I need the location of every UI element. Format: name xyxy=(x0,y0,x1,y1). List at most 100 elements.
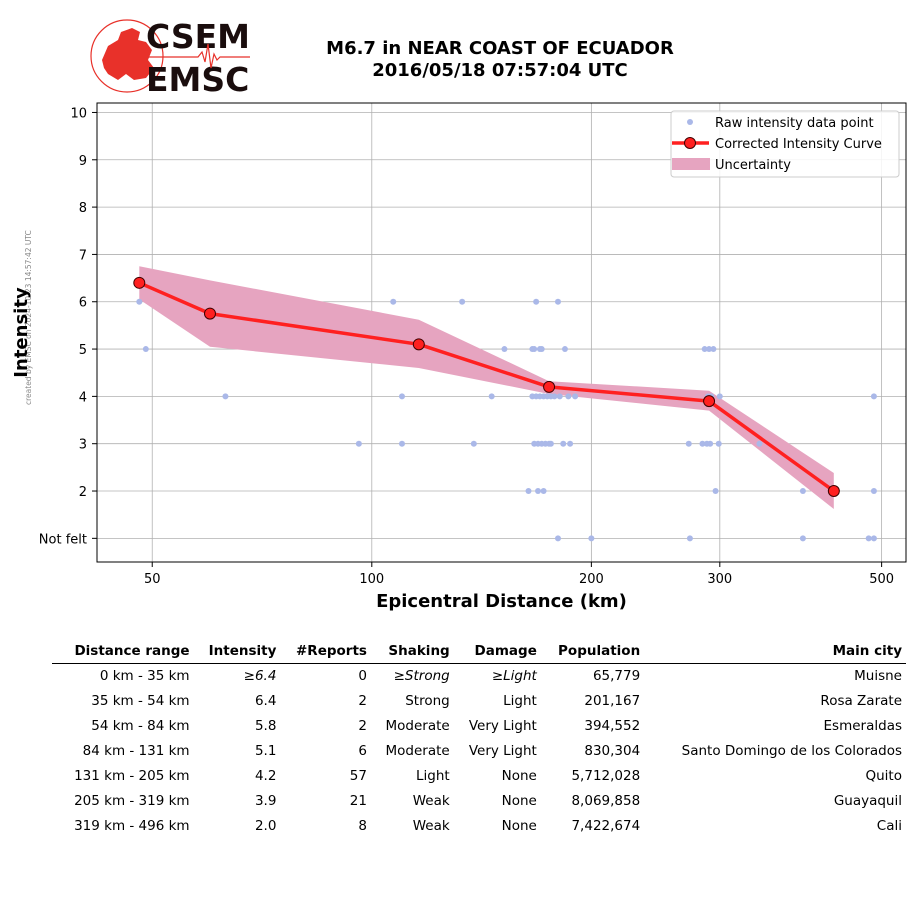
raw-data-point xyxy=(567,440,574,447)
chart-title-line2: 2016/05/18 07:57:04 UTC xyxy=(372,60,628,81)
table-row: 54 km - 84 km 5.8 2 Moderate Very Light 394,5… xyxy=(52,714,906,739)
raw-data-point xyxy=(870,535,877,542)
y-tick-label: 5 xyxy=(79,343,87,358)
table-cell-intensity: 3.9 xyxy=(254,793,277,809)
raw-data-point xyxy=(572,393,579,400)
table-cell-damage: Very Light xyxy=(468,718,537,734)
raw-data-point xyxy=(142,346,149,353)
table-cell-range: 319 km - 496 km xyxy=(74,818,190,834)
raw-data-point xyxy=(501,346,508,353)
table-cell-intensity: 6.4 xyxy=(254,693,277,709)
raw-data-point xyxy=(701,346,708,353)
table-cell-range: 205 km - 319 km xyxy=(74,793,190,809)
chart-title-line1: M6.7 in NEAR COAST OF ECUADOR xyxy=(326,38,674,59)
raw-data-point xyxy=(561,346,568,353)
raw-data-point xyxy=(712,488,719,495)
curve-point xyxy=(543,380,556,393)
table-cell-city: Cali xyxy=(876,818,902,834)
y-tick-label: 6 xyxy=(79,296,87,311)
table-cell-population: 830,304 xyxy=(584,743,641,759)
table-cell-population: 394,552 xyxy=(584,718,641,734)
raw-data-point xyxy=(865,535,872,542)
table-header-cell: Intensity xyxy=(193,640,281,664)
table-cell-range: 0 km - 35 km xyxy=(99,668,190,684)
table-header-cell: Main city xyxy=(644,640,906,664)
table-cell-reports: 0 xyxy=(358,668,367,684)
logo-text-csem: CSEM xyxy=(146,17,250,56)
raw-data-point xyxy=(556,393,563,400)
table-row: 35 km - 54 km 6.4 2 Strong Light 201,167 Rosa … xyxy=(52,689,906,714)
y-tick-label: 2 xyxy=(79,485,87,500)
raw-data-point xyxy=(554,535,561,542)
table-cell-city: Muisne xyxy=(854,668,902,684)
raw-data-point xyxy=(355,440,362,447)
table-cell-shaking: Weak xyxy=(412,793,450,809)
table-cell-damage: None xyxy=(501,793,537,809)
raw-data-point xyxy=(390,298,397,305)
raw-data-point xyxy=(716,393,723,400)
table-cell-city: Esmeraldas xyxy=(823,718,902,734)
raw-data-point xyxy=(398,393,405,400)
y-tick-label: Not felt xyxy=(39,532,87,547)
table-cell-population: 201,167 xyxy=(584,693,641,709)
curve-point xyxy=(703,395,716,408)
table-cell-intensity: 5.1 xyxy=(254,743,277,759)
curve-point xyxy=(203,307,216,320)
table-cell-population: 65,779 xyxy=(592,668,641,684)
raw-data-point xyxy=(706,346,713,353)
raw-data-point xyxy=(531,346,538,353)
raw-data-point xyxy=(551,393,558,400)
raw-data-point xyxy=(699,440,706,447)
table-cell-intensity: 2.0 xyxy=(254,818,277,834)
x-tick-label: 300 xyxy=(707,572,732,587)
y-tick-label: 8 xyxy=(79,201,87,216)
csem-emsc-logo: CSEM EMSC xyxy=(90,17,250,98)
raw-data-point xyxy=(540,488,547,495)
table-header-cell: Shaking xyxy=(370,640,454,664)
table-header-cell: Damage xyxy=(453,640,541,664)
x-tick-label: 200 xyxy=(579,572,604,587)
table-cell-damage: Very Light xyxy=(468,743,537,759)
curve-point xyxy=(827,485,840,498)
table-cell-damage: None xyxy=(501,818,537,834)
legend-box xyxy=(670,110,900,178)
intensity-table: Distance range Intensity #Reports Shaking Da… xyxy=(52,640,906,839)
x-axis-label: Epicentral Distance (km) xyxy=(376,591,627,612)
table-cell-range: 54 km - 84 km xyxy=(91,718,190,734)
table-cell-shaking: Weak xyxy=(412,818,450,834)
table-cell-shaking: Moderate xyxy=(385,743,450,759)
logo-globe-icon xyxy=(90,19,164,93)
table-row: 0 km - 35 km ≥6.4 0 ≥Strong ≥Light 65,779 Muis… xyxy=(52,664,906,690)
table-header-cell: #Reports xyxy=(280,640,371,664)
table-cell-reports: 21 xyxy=(349,793,367,809)
y-tick-label: 7 xyxy=(79,248,87,263)
legend-label: Uncertainty xyxy=(715,158,791,173)
table-row: 84 km - 131 km 5.1 6 Moderate Very Light 830,… xyxy=(52,739,906,764)
table-header-cell: Population xyxy=(540,640,645,664)
table-cell-reports: 6 xyxy=(358,743,367,759)
table-cell-intensity: 4.2 xyxy=(254,768,277,784)
table-header-row: Distance range Intensity #Reports Shaking Da… xyxy=(52,640,906,664)
logo-text-emsc: EMSC xyxy=(146,60,249,98)
legend-curve-marker xyxy=(684,137,696,149)
table-cell-shaking: Moderate xyxy=(385,718,450,734)
corrected-intensity-curve xyxy=(138,281,835,493)
logo-map-icon xyxy=(102,28,154,80)
raw-data-point xyxy=(799,535,806,542)
table-cell-intensity: 5.8 xyxy=(254,718,277,734)
table-cell-range: 84 km - 131 km xyxy=(82,743,190,759)
raw-data-point xyxy=(686,535,693,542)
table-header-cell: Distance range xyxy=(52,640,194,664)
raw-data-point xyxy=(398,440,405,447)
x-tick-label: 50 xyxy=(144,572,161,587)
creation-note: created by EMSC on 2024-10-23 14:57:42 U… xyxy=(24,230,33,405)
legend-label: Raw intensity data point xyxy=(715,116,874,131)
table-cell-population: 8,069,858 xyxy=(571,793,641,809)
legend-uncertainty-swatch xyxy=(672,158,710,170)
creation-note-text: created by EMSC on 2024-10-23 14:57:42 U… xyxy=(24,230,33,405)
raw-data-point xyxy=(459,298,466,305)
y-tick-label: 3 xyxy=(79,438,87,453)
table-row: 319 km - 496 km 2.0 8 Weak None 7,422,674 Cali xyxy=(52,814,906,839)
raw-data-point xyxy=(707,440,714,447)
table-cell-shaking: ≥Strong xyxy=(393,668,450,684)
